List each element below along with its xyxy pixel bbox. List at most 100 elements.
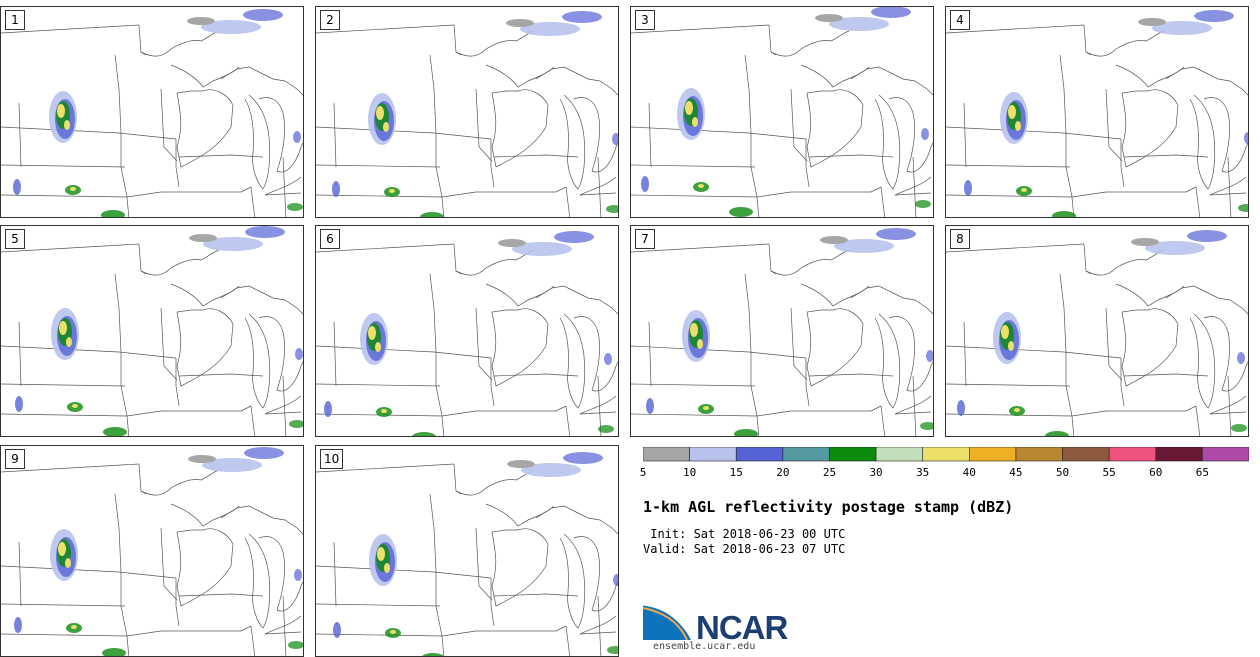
colorbar-tick-label: 60 bbox=[1149, 466, 1163, 479]
coastline bbox=[1189, 313, 1216, 409]
coastline bbox=[874, 94, 901, 190]
state-border bbox=[1, 345, 177, 359]
state-border bbox=[1105, 88, 1123, 162]
state-border bbox=[750, 352, 760, 436]
coastline bbox=[894, 395, 932, 415]
state-border bbox=[565, 186, 571, 217]
state-border bbox=[946, 345, 1122, 359]
state-border bbox=[1120, 139, 1125, 188]
coastline bbox=[176, 528, 234, 607]
coastline bbox=[244, 533, 271, 629]
member-number-label: 1 bbox=[5, 10, 25, 30]
coastline bbox=[220, 66, 303, 96]
coastline bbox=[220, 505, 303, 535]
reflectivity-echoes bbox=[964, 10, 1248, 217]
ncar-logo-swoosh bbox=[643, 604, 691, 640]
coastline bbox=[170, 283, 240, 307]
reflectivity-map bbox=[1, 447, 303, 656]
state-border bbox=[429, 493, 437, 573]
state-border bbox=[175, 139, 180, 188]
state-border bbox=[963, 321, 967, 387]
state-border bbox=[138, 243, 147, 275]
coastline bbox=[1165, 66, 1248, 96]
colorbar-tick-label: 30 bbox=[869, 466, 883, 479]
state-border bbox=[1059, 273, 1067, 353]
state-border bbox=[791, 186, 882, 193]
state-border bbox=[160, 88, 178, 162]
state-border bbox=[648, 321, 652, 387]
state-border bbox=[744, 273, 752, 353]
state-border bbox=[808, 154, 894, 158]
state-border bbox=[160, 527, 178, 601]
colorbar-tick-label: 50 bbox=[1055, 466, 1070, 479]
colorbar-bin bbox=[875, 447, 924, 462]
member-number-label: 6 bbox=[320, 229, 340, 249]
logo-url: ensemble.ucar.edu bbox=[653, 641, 756, 652]
coastline bbox=[264, 615, 302, 635]
coastline bbox=[244, 313, 271, 409]
state-border bbox=[1123, 373, 1209, 377]
state-border bbox=[493, 593, 579, 597]
state-border bbox=[490, 358, 495, 407]
colorbar-tick-label: 45 bbox=[1009, 466, 1023, 479]
state-border bbox=[565, 405, 571, 436]
state-border bbox=[579, 631, 617, 635]
ensemble-member-panel: 10 bbox=[315, 445, 619, 657]
ensemble-member-panel: 1 bbox=[0, 6, 304, 218]
state-border bbox=[1227, 375, 1232, 436]
state-border bbox=[316, 24, 455, 34]
state-border bbox=[808, 373, 894, 377]
coastline bbox=[888, 316, 933, 392]
state-border bbox=[316, 191, 477, 198]
product-title: 1-km AGL reflectivity postage stamp (dBZ… bbox=[643, 498, 1014, 516]
state-border bbox=[264, 631, 302, 635]
ncar-logo: NCAR bbox=[643, 602, 789, 642]
state-border bbox=[120, 133, 130, 217]
state-border bbox=[1, 243, 140, 253]
colorbar-tick-label: 55 bbox=[1102, 466, 1116, 479]
state-border bbox=[138, 24, 147, 56]
colorbar-bin bbox=[643, 447, 690, 462]
state-border bbox=[1106, 186, 1197, 193]
state-border bbox=[648, 102, 652, 168]
coastline bbox=[220, 285, 303, 315]
state-border bbox=[333, 321, 337, 387]
state-border bbox=[880, 186, 886, 217]
state-border bbox=[1, 630, 162, 637]
reflectivity-colorbar bbox=[643, 447, 1249, 462]
ensemble-member-panel: 9 bbox=[0, 445, 304, 657]
coastline bbox=[894, 176, 932, 196]
coastline bbox=[1121, 89, 1179, 168]
state-border bbox=[1083, 243, 1092, 275]
state-border bbox=[476, 405, 567, 412]
state-border bbox=[631, 410, 792, 417]
reflectivity-echoes bbox=[15, 226, 303, 436]
state-border bbox=[631, 24, 770, 34]
coastline bbox=[579, 176, 617, 196]
reflectivity-echoes bbox=[324, 231, 614, 436]
colorbar-tick-label: 5 bbox=[639, 466, 647, 479]
state-border bbox=[1, 410, 162, 417]
state-border bbox=[282, 375, 287, 436]
colorbar-tick-label: 10 bbox=[682, 466, 697, 479]
reflectivity-map bbox=[316, 231, 618, 436]
state-border bbox=[316, 463, 455, 473]
state-border bbox=[744, 54, 752, 134]
member-number-label: 7 bbox=[635, 229, 655, 249]
reflectivity-map bbox=[316, 452, 618, 656]
reflectivity-map bbox=[946, 10, 1248, 217]
state-border bbox=[1, 24, 140, 34]
reflectivity-echoes bbox=[646, 228, 933, 436]
state-border bbox=[475, 88, 493, 162]
state-border bbox=[282, 156, 287, 217]
valid-time: Valid: Sat 2018-06-23 07 UTC bbox=[643, 542, 846, 556]
reflectivity-echoes bbox=[641, 7, 931, 217]
state-border bbox=[114, 493, 122, 573]
state-border bbox=[912, 375, 917, 436]
colorbar-tick-label: 65 bbox=[1195, 466, 1209, 479]
coastline bbox=[264, 176, 302, 196]
state-border bbox=[768, 24, 777, 56]
state-border bbox=[791, 405, 882, 412]
colorbar-bin bbox=[1202, 447, 1249, 462]
state-border bbox=[435, 352, 445, 436]
